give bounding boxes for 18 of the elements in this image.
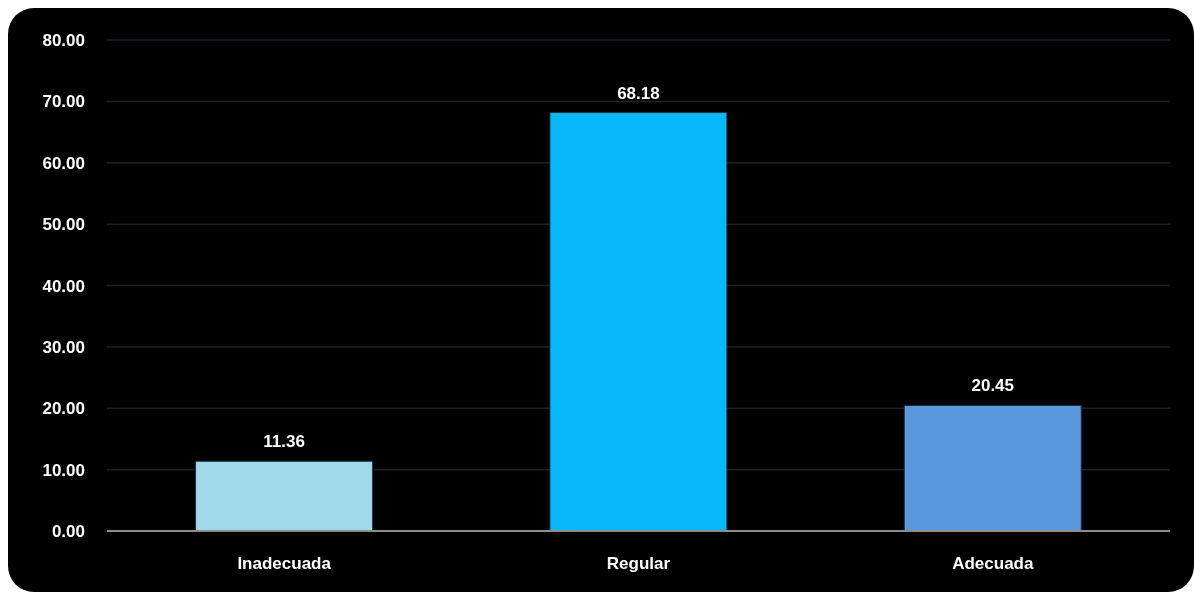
y-tick-label: 20.00 [42,399,85,419]
y-tick-label: 50.00 [42,215,85,235]
y-tick-label: 30.00 [42,337,85,357]
x-tick-label: Adecuada [952,554,1034,574]
x-tick-label: Inadecuada [237,554,332,574]
x-tick-label: Regular [606,554,671,574]
y-tick-label: 10.00 [42,460,85,480]
bar [549,112,728,531]
bar [903,404,1082,531]
y-tick-label: 0.00 [51,522,85,542]
bar [195,460,374,531]
y-tick-label: 40.00 [42,276,85,296]
y-tick-label: 70.00 [42,92,85,112]
data-label: 11.36 [263,432,305,452]
data-label: 20.45 [971,376,1015,396]
data-label: 68.18 [617,83,660,103]
y-tick-label: 60.00 [42,153,85,173]
y-tick-label: 80.00 [42,31,85,51]
